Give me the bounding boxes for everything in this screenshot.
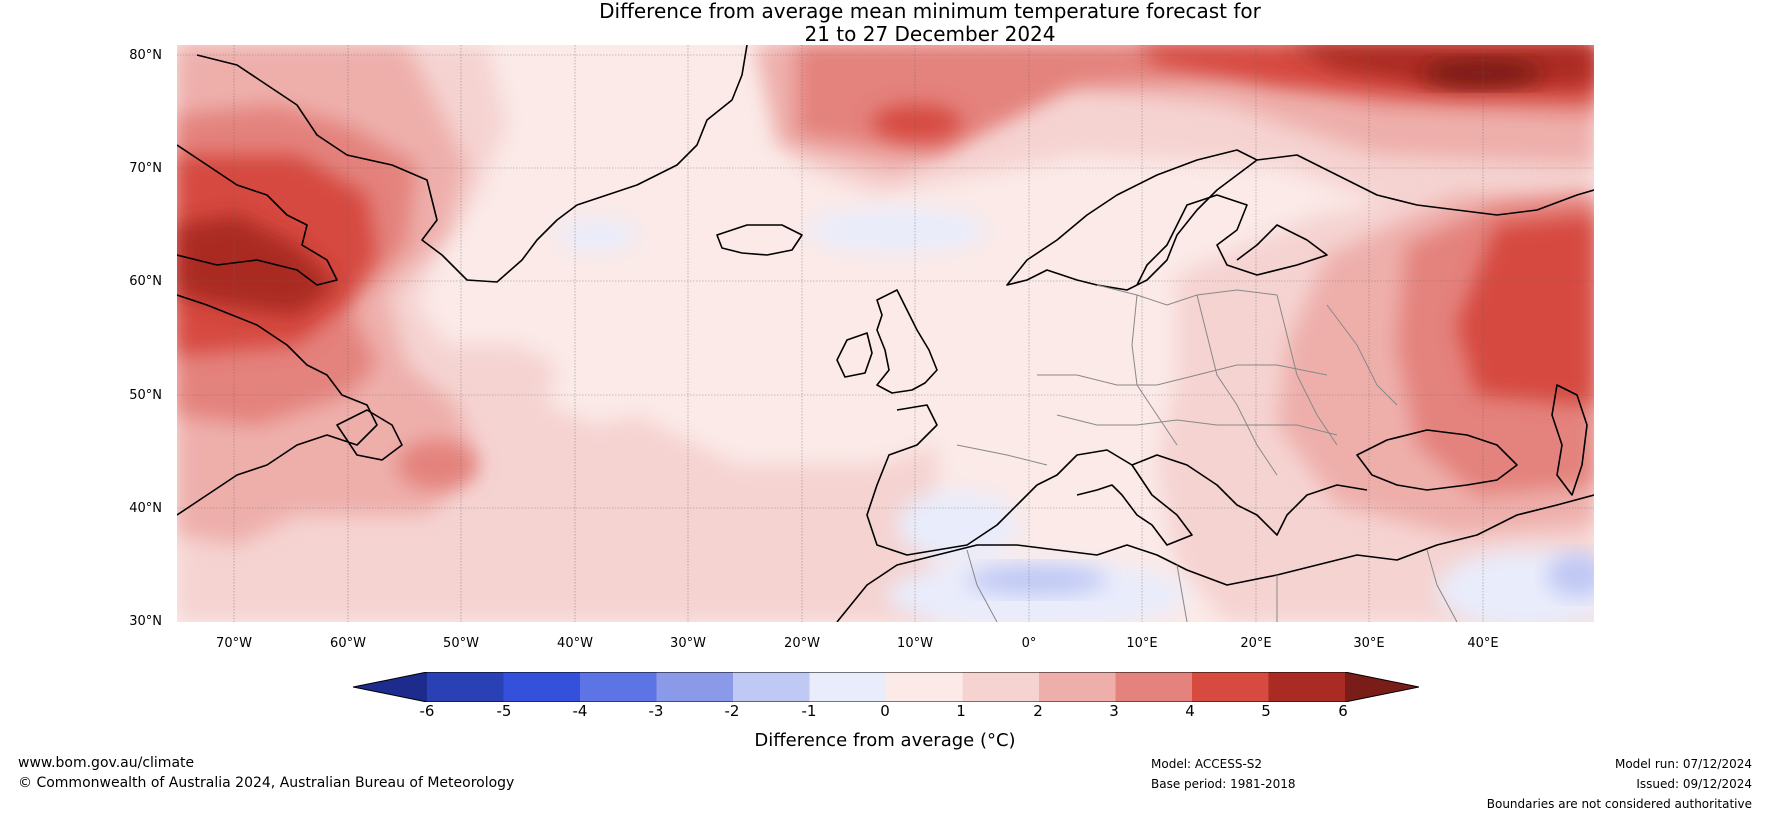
coastline-caspian	[1551, 384, 1588, 496]
colorbar-segment	[580, 672, 657, 702]
colorbar-segment	[886, 672, 963, 702]
colorbar-tick: 2	[1033, 702, 1043, 720]
coastline-ireland	[836, 332, 873, 378]
colorbar-tick: 3	[1109, 702, 1119, 720]
lat-label-50n: 50°N	[129, 388, 162, 403]
lon-label-40w: 40°W	[557, 636, 593, 651]
colorbar-tick: -4	[572, 702, 588, 720]
coastline-black-sea	[1356, 429, 1518, 491]
lon-label-30w: 30°W	[670, 636, 706, 651]
colorbar-tick: 6	[1338, 702, 1348, 720]
footer-disclaimer: Boundaries are not considered authoritat…	[1486, 797, 1752, 811]
coastline-iberia-atlantic	[866, 404, 1038, 556]
lon-label-40e: 40°E	[1467, 636, 1499, 651]
colorbar-segment	[503, 672, 581, 702]
colorbar-tick: -5	[496, 702, 512, 720]
colorbar-segment	[1268, 672, 1346, 702]
anomaly-zone-cold-arabia	[1547, 553, 1594, 597]
lat-label-70n: 70°N	[129, 161, 162, 176]
lat-label-40n: 40°N	[129, 501, 162, 516]
colorbar-tick: 4	[1185, 702, 1195, 720]
colorbar-segment	[1192, 672, 1269, 702]
colorbar-extend-low	[353, 672, 427, 702]
coastline-great-britain	[876, 289, 938, 394]
anomaly-zone-over-6-north	[1422, 59, 1542, 87]
coastline-adriatic-balkans	[1131, 454, 1368, 536]
footer-base-period: Base period: 1981-2018	[1151, 777, 1296, 791]
colorbar-segment	[1115, 672, 1193, 702]
colorbar-segment	[809, 672, 887, 702]
anomaly-zone-4-5-east	[1457, 215, 1594, 405]
colorbar-tick: -3	[648, 702, 664, 720]
colorbar-segment	[427, 672, 504, 702]
lon-label-20w: 20°W	[784, 636, 820, 651]
country-borders	[956, 284, 1458, 622]
anomaly-zone-cool-iceland	[807, 208, 987, 252]
coastline-baltic-finland	[1136, 194, 1328, 286]
footer-model-run: Model run: 07/12/2024	[1614, 757, 1752, 771]
colorbar-segment	[1039, 672, 1116, 702]
footer-copyright: © Commonwealth of Australia 2024, Austra…	[18, 775, 515, 791]
lon-label-10e: 10°E	[1126, 636, 1158, 651]
anomaly-zone-cool-greenland-sea	[557, 219, 637, 251]
colorbar-label: Difference from average (°C)	[754, 730, 1016, 751]
anomaly-zone-cool-iberia	[897, 490, 1017, 560]
colorbar-extend-high	[1345, 672, 1419, 702]
title-line-2: 21 to 27 December 2024	[804, 22, 1056, 46]
title-line-1: Difference from average mean minimum tem…	[599, 0, 1261, 23]
lon-label-0: 0°	[1021, 636, 1037, 651]
graticule	[177, 45, 1594, 622]
anomaly-zone-3-4-atlantic	[397, 440, 477, 490]
coastline-newfoundland	[336, 409, 403, 461]
lat-label-80n: 80°N	[129, 48, 162, 63]
colorbar-tick: 1	[956, 702, 966, 720]
map-title: Difference from average mean minimum tem…	[0, 0, 1770, 46]
lon-label-70w: 70°W	[216, 636, 252, 651]
coastline-labrador	[177, 294, 378, 516]
coastline-north-africa	[836, 494, 1594, 622]
colorbar-tick: -1	[801, 702, 817, 720]
coastlines	[177, 45, 1594, 622]
lon-label-10w: 10°W	[897, 636, 933, 651]
colorbar-segment	[656, 672, 734, 702]
coastline-greenland	[196, 45, 748, 283]
colorbar-tick: -2	[724, 702, 740, 720]
colorbar-tick: 0	[880, 702, 890, 720]
coastline-baffin-island	[177, 144, 338, 286]
coastline-mediterranean-europe	[1036, 449, 1193, 546]
footer-model: Model: ACCESS-S2	[1151, 757, 1263, 771]
lon-label-50w: 50°W	[443, 636, 479, 651]
footer-website: www.bom.gov.au/climate	[18, 755, 195, 771]
coastline-kola-arctic	[1256, 154, 1594, 216]
lon-label-20e: 20°E	[1240, 636, 1272, 651]
anomaly-zone-cold-sahara	[967, 565, 1107, 595]
lat-label-30n: 30°N	[129, 614, 162, 629]
colorbar-tick: 5	[1261, 702, 1271, 720]
anomaly-zone-4-5-iceland-sea	[872, 105, 962, 141]
colorbar-segment	[733, 672, 810, 702]
footer-issued: Issued: 09/12/2024	[1636, 777, 1752, 791]
colorbar-segment	[962, 672, 1040, 702]
lon-label-30e: 30°E	[1353, 636, 1385, 651]
coastline-norway	[1006, 149, 1258, 291]
anomaly-zone-5-6-west	[177, 215, 337, 315]
lat-label-60n: 60°N	[129, 274, 162, 289]
temperature-anomaly-map	[177, 45, 1594, 622]
colorbar-tick: -6	[419, 702, 435, 720]
lon-label-60w: 60°W	[330, 636, 366, 651]
coastline-iceland	[716, 224, 803, 256]
colorbar	[353, 672, 1419, 702]
